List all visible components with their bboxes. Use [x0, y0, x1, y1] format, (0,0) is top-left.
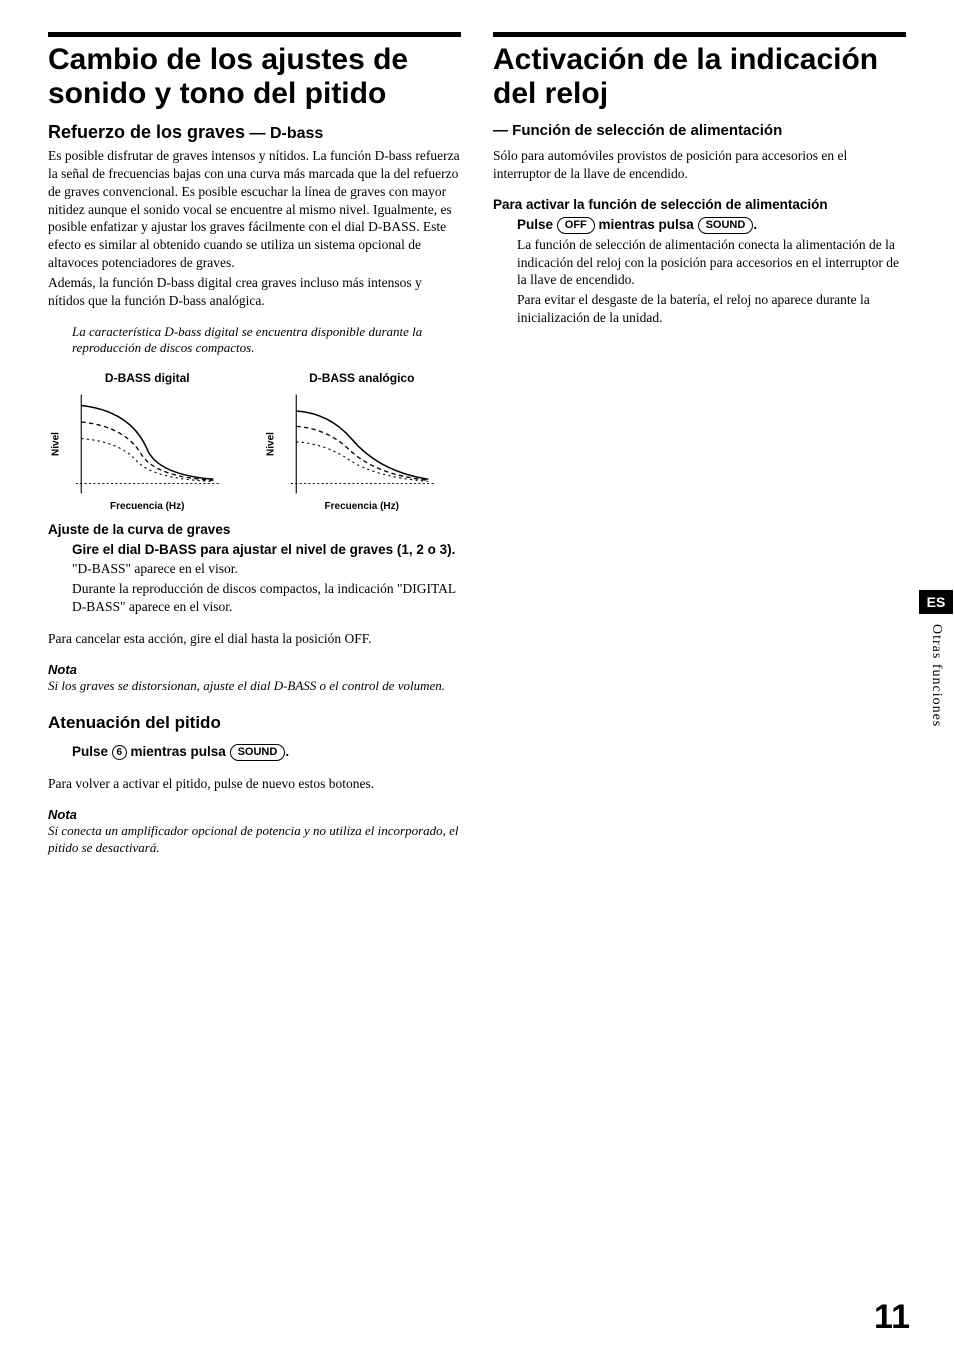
- para1: Es posible disfrutar de graves intensos …: [48, 147, 461, 272]
- page: Cambio de los ajustes de sonido y tono d…: [0, 0, 954, 890]
- dbass-charts: D-BASS digital Nivel Frecuencia (Hz) D-B…: [48, 371, 461, 512]
- sec1-heading: Refuerzo de los graves — D-bass: [48, 122, 461, 143]
- sound-button-right: SOUND: [698, 217, 754, 234]
- note-it1: La característica D-bass digital se encu…: [72, 324, 461, 357]
- side-section-label: Otras funciones: [928, 624, 944, 727]
- chart-analog-title: D-BASS analógico: [263, 371, 462, 385]
- sec1-heading-suffix: — D-bass: [245, 125, 323, 142]
- section-bar-right: [493, 32, 906, 37]
- adjust-heading: Ajuste de la curva de graves: [48, 522, 461, 537]
- nota2-block: Nota Si conecta un amplificador opcional…: [48, 807, 461, 857]
- note-italic-1: La característica D-bass digital se encu…: [48, 324, 461, 357]
- step2-pre: Pulse: [72, 744, 112, 759]
- para-cancel: Para cancelar esta acción, gire el dial …: [48, 630, 461, 648]
- step2-line: Pulse 6 mientras pulsa SOUND.: [72, 743, 461, 761]
- rstep-body2: Para evitar el desgaste de la batería, e…: [517, 291, 906, 327]
- step1-body2: Durante la reproducción de discos compac…: [72, 580, 461, 616]
- step2-mid: mientras pulsa: [127, 744, 230, 759]
- left-column: Cambio de los ajustes de sonido y tono d…: [48, 32, 461, 870]
- right-step: Pulse OFF mientras pulsa SOUND. La funci…: [493, 216, 906, 327]
- chart-analog: D-BASS analógico Nivel Frecuencia (Hz): [263, 371, 462, 512]
- chart-ylabel-right: Nivel: [265, 432, 276, 456]
- section-bar: [48, 32, 461, 37]
- side-tab-group: ES Otras funciones: [918, 590, 954, 727]
- sec1-heading-main: Refuerzo de los graves: [48, 122, 245, 142]
- off-button: OFF: [557, 217, 595, 234]
- step2: Pulse 6 mientras pulsa SOUND.: [48, 743, 461, 761]
- right-para1: Sólo para automóviles provistos de posic…: [493, 147, 906, 183]
- nota1-block: Nota Si los graves se distorsionan, ajus…: [48, 662, 461, 695]
- para-reactivate: Para volver a activar el pitido, pulse d…: [48, 775, 461, 793]
- sound-button: SOUND: [230, 744, 286, 761]
- chart-xlabel-right: Frecuencia (Hz): [263, 501, 462, 512]
- right-title: Activación de la indicación del reloj: [493, 43, 906, 110]
- step1: Gire el dial D-BASS para ajustar el nive…: [48, 541, 461, 616]
- right-para-hd: Para activar la función de selección de …: [493, 197, 906, 212]
- left-title: Cambio de los ajustes de sonido y tono d…: [48, 43, 461, 110]
- nota2-label: Nota: [48, 807, 461, 824]
- chart-xlabel-left: Frecuencia (Hz): [48, 501, 247, 512]
- page-number: 11: [874, 1298, 910, 1337]
- chart-analog-body: Nivel: [263, 389, 462, 499]
- nota1-text: Si los graves se distorsionan, ajuste el…: [48, 678, 461, 695]
- para1-block: Es posible disfrutar de graves intensos …: [48, 147, 461, 309]
- chart-digital-body: Nivel: [48, 389, 247, 499]
- chart-analog-svg: [263, 389, 462, 499]
- rstep-mid: mientras pulsa: [595, 217, 698, 232]
- step2-post: .: [285, 744, 289, 759]
- rstep-body1: La función de selección de alimentación …: [517, 236, 906, 289]
- step1-heading: Gire el dial D-BASS para ajustar el nive…: [72, 541, 461, 559]
- chart-digital: D-BASS digital Nivel Frecuencia (Hz): [48, 371, 247, 512]
- right-column: Activación de la indicación del reloj — …: [493, 32, 906, 870]
- language-tab: ES: [919, 590, 954, 614]
- rstep-pre: Pulse: [517, 217, 557, 232]
- sec2-heading: Atenuación del pitido: [48, 713, 461, 733]
- step1-body1: "D-BASS" aparece en el visor.: [72, 560, 461, 578]
- right-step-line: Pulse OFF mientras pulsa SOUND.: [517, 216, 906, 234]
- chart-ylabel-left: Nivel: [50, 432, 61, 456]
- nota1-label: Nota: [48, 662, 461, 679]
- nota2-text: Si conecta un amplificador opcional de p…: [48, 823, 461, 856]
- chart-digital-title: D-BASS digital: [48, 371, 247, 385]
- rstep-post: .: [753, 217, 757, 232]
- button-6: 6: [112, 745, 127, 760]
- para2: Además, la función D-bass digital crea g…: [48, 274, 461, 310]
- right-subhead: — Función de selección de alimentación: [493, 122, 906, 139]
- chart-digital-svg: [48, 389, 247, 499]
